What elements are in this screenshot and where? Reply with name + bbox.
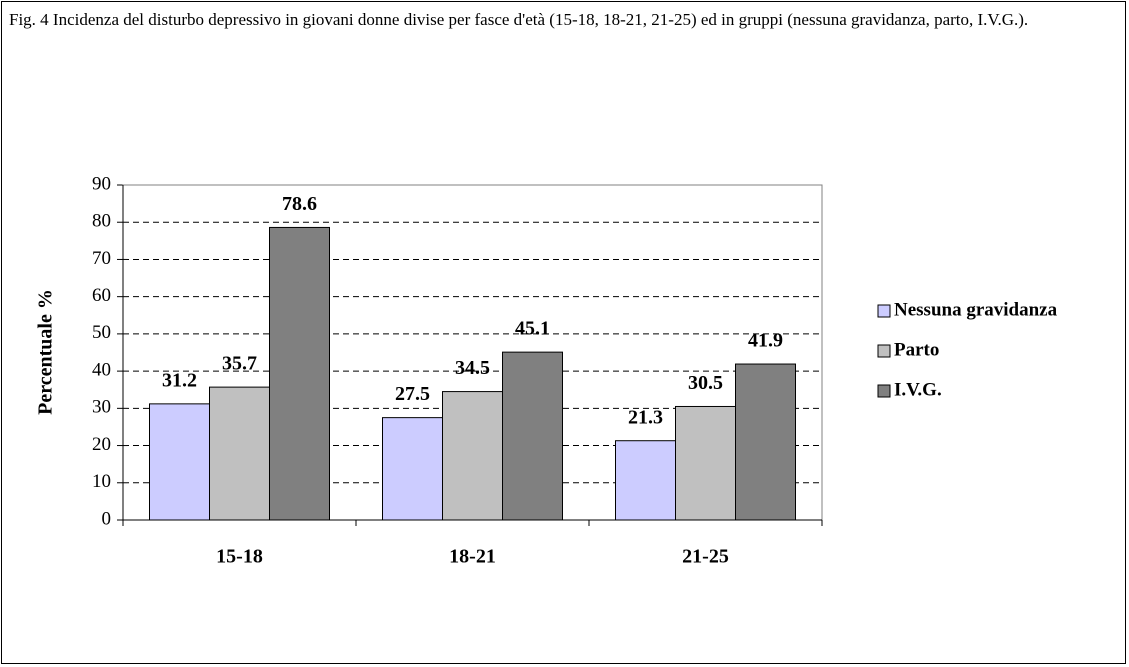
y-tick-label: 20	[92, 434, 111, 455]
bar	[149, 403, 210, 521]
y-axis-label: Percentuale %	[35, 289, 57, 415]
caption: Fig. 4 Incidenza del disturbo depressivo…	[9, 10, 1029, 29]
value-label: 35.7	[222, 353, 257, 375]
bar	[442, 391, 503, 521]
value-label: 41.9	[748, 330, 783, 352]
y-tick-label: 70	[92, 248, 111, 269]
x-tick-label: 15-18	[216, 546, 263, 568]
legend-swatch	[877, 384, 891, 398]
legend-label: Parto	[894, 339, 939, 360]
legend-label: Nessuna gravidanza	[894, 299, 1058, 320]
bar	[269, 226, 330, 521]
y-tick-label: 30	[92, 397, 111, 418]
y-tick-label: 80	[92, 211, 111, 232]
x-tick-label: 21-25	[682, 546, 729, 568]
bar	[615, 440, 676, 521]
x-tick-label: 18-21	[449, 546, 496, 568]
legend-swatch	[877, 344, 891, 358]
y-tick-label: 60	[92, 285, 111, 306]
value-label: 31.2	[162, 369, 197, 391]
y-tick-label: 90	[92, 173, 111, 194]
legend-swatch	[877, 304, 891, 318]
bar	[675, 405, 736, 521]
y-tick-label: 10	[92, 471, 111, 492]
value-label: 27.5	[395, 383, 430, 405]
y-tick-label: 0	[102, 508, 112, 529]
value-label: 34.5	[455, 357, 490, 379]
y-tick-label: 50	[92, 322, 111, 343]
legend-label: I.V.G.	[894, 379, 942, 400]
value-label: 45.1	[515, 318, 550, 340]
value-label: 78.6	[282, 193, 317, 215]
y-tick-label: 40	[92, 359, 111, 380]
bar	[735, 363, 796, 521]
bar	[502, 351, 563, 521]
value-label: 21.3	[628, 406, 663, 428]
bar	[382, 417, 443, 521]
bar	[209, 386, 270, 521]
value-label: 30.5	[688, 372, 723, 394]
